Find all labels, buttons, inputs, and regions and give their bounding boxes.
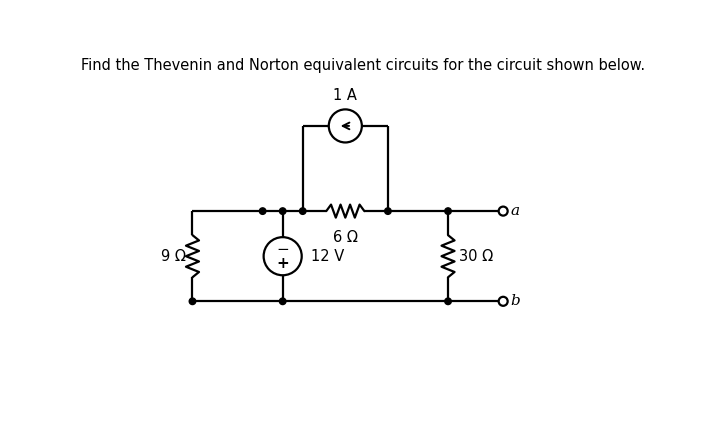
Text: 30 Ω: 30 Ω [459,249,493,264]
Circle shape [259,208,266,214]
Circle shape [445,208,451,214]
Text: Find the Thevenin and Norton equivalent circuits for the circuit shown below.: Find the Thevenin and Norton equivalent … [81,58,645,73]
Circle shape [280,208,286,214]
Circle shape [280,298,286,305]
Circle shape [384,208,391,214]
Text: 1 A: 1 A [333,88,358,103]
Text: −: − [276,242,289,257]
Text: b: b [510,294,520,308]
Circle shape [299,208,306,214]
Text: a: a [510,204,520,218]
Circle shape [445,298,451,305]
Text: +: + [276,256,289,271]
Text: 9 Ω: 9 Ω [161,249,186,264]
Text: 12 V: 12 V [311,249,344,264]
Text: 6 Ω: 6 Ω [333,230,358,245]
Circle shape [189,298,195,305]
